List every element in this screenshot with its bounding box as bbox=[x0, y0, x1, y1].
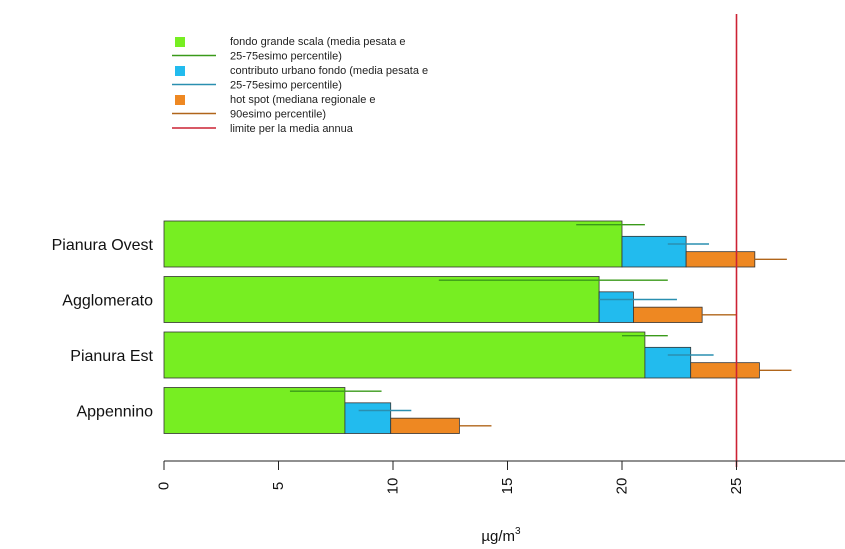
legend-swatch-1 bbox=[175, 37, 185, 47]
bar-3-3 bbox=[690, 362, 760, 379]
bar-2-1 bbox=[621, 235, 687, 268]
x-tick-label-4: 15 bbox=[499, 478, 516, 495]
bar-1-1 bbox=[163, 220, 623, 268]
x-tick-label-7: 30 bbox=[843, 478, 845, 495]
bar-2-2 bbox=[598, 291, 634, 323]
legend-swatch-3 bbox=[175, 95, 185, 105]
x-axis-title: µg/m3 bbox=[481, 526, 521, 545]
bar-1-4 bbox=[163, 387, 346, 434]
x-tick-label-3: 10 bbox=[385, 478, 402, 495]
category-label-1: Pianura Ovest bbox=[52, 237, 154, 254]
whiskers-group bbox=[289, 223, 792, 427]
x-axis-title-superscript: 3 bbox=[515, 526, 521, 537]
legend-label-2: contributo urbano fondo (media pesata e bbox=[230, 65, 428, 77]
bar-3-2 bbox=[633, 306, 703, 323]
legend: fondo grande scala (media pesata e 25-75e… bbox=[172, 36, 428, 135]
bar-2-3 bbox=[644, 346, 692, 379]
bar-1-2 bbox=[163, 276, 600, 323]
bar-2-4 bbox=[344, 402, 392, 434]
x-tick-label-5: 20 bbox=[614, 478, 631, 495]
legend-label-3: hot spot (mediana regionale e bbox=[230, 94, 376, 106]
category-label-4: Appennino bbox=[76, 404, 153, 421]
legend-swatch-2 bbox=[175, 66, 185, 76]
bar-3-4 bbox=[390, 417, 460, 434]
x-tick-label-2: 5 bbox=[270, 482, 287, 490]
legend-label-3-line2: 90esimo percentile) bbox=[230, 109, 326, 121]
bars-group bbox=[163, 220, 760, 434]
legend-label-1-line2: 25-75esimo percentile) bbox=[230, 51, 342, 63]
category-label-3: Pianura Est bbox=[70, 348, 153, 365]
legend-label-2-line2: 25-75esimo percentile) bbox=[230, 80, 342, 92]
legend-label-1: fondo grande scala (media pesata e bbox=[230, 36, 406, 48]
x-tick-label-1: 0 bbox=[156, 482, 173, 490]
x-axis: 0 5 10 15 20 25 30 bbox=[156, 460, 845, 495]
bar-1-3 bbox=[163, 331, 646, 379]
legend-label-reference: limite per la media annua bbox=[230, 123, 354, 135]
category-label-2: Agglomerato bbox=[62, 293, 153, 310]
bar-3-1 bbox=[685, 251, 756, 268]
category-labels: Pianura Ovest Agglomerato Pianura Est Appen… bbox=[52, 237, 154, 421]
x-tick-label-6: 25 bbox=[728, 478, 745, 495]
